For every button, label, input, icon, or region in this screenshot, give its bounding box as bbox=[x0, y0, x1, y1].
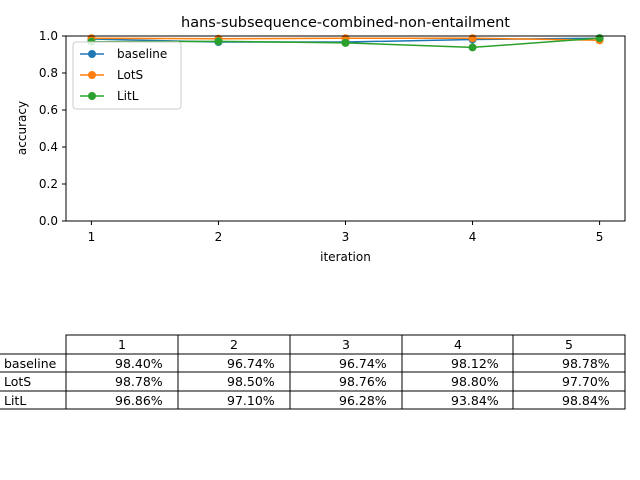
table-cell-LitL-1: 96.86% bbox=[115, 393, 163, 408]
table-row-label-LitL: LitL bbox=[4, 393, 26, 408]
table-cell-baseline-1: 98.40% bbox=[115, 356, 163, 371]
legend-label-baseline: baseline bbox=[117, 47, 167, 61]
plot-area: 1 2 3 4 5 0.0 0.2 0.4 0.6 0.8 1.0 bbox=[39, 29, 626, 244]
x-tick-label-5: 5 bbox=[596, 230, 604, 244]
y-tick-label-1: 0.2 bbox=[39, 177, 58, 191]
table-row-label-baseline: baseline bbox=[4, 356, 57, 371]
table-cell-LotS-5: 97.70% bbox=[562, 374, 610, 389]
legend-marker-LitL bbox=[88, 92, 96, 100]
table-cell-LitL-4: 93.84% bbox=[451, 393, 499, 408]
table-row-label-LotS: LotS bbox=[4, 374, 31, 389]
point-LitL-3 bbox=[341, 38, 350, 47]
chart-title: hans-subsequence-combined-non-entailment bbox=[181, 15, 510, 31]
y-tick-label-3: 0.6 bbox=[39, 103, 58, 117]
table-cell-baseline-2: 96.74% bbox=[227, 356, 275, 371]
x-tick-label-4: 4 bbox=[469, 230, 477, 244]
point-LitL-4 bbox=[468, 43, 477, 52]
x-tick-label-1: 1 bbox=[88, 230, 96, 244]
table-cell-LotS-4: 98.80% bbox=[451, 374, 499, 389]
point-LitL-2 bbox=[214, 37, 223, 46]
x-tick-label-3: 3 bbox=[342, 230, 350, 244]
table-cell-LitL-3: 96.28% bbox=[339, 393, 387, 408]
table-col-label-2: 2 bbox=[230, 337, 238, 352]
point-LitL-5 bbox=[595, 34, 604, 43]
table-col-label-1: 1 bbox=[118, 337, 126, 352]
legend-box bbox=[72, 41, 182, 110]
legend-marker-baseline bbox=[88, 50, 96, 58]
table-col-label-5: 5 bbox=[565, 337, 573, 352]
table-col-label-3: 3 bbox=[342, 337, 350, 352]
y-tick-label-2: 0.4 bbox=[39, 140, 58, 154]
table-cell-baseline-3: 96.74% bbox=[339, 356, 387, 371]
y-tick-label-0: 0.0 bbox=[39, 214, 58, 228]
y-axis-label: accuracy bbox=[15, 101, 29, 155]
table-cell-box-LitL-5 bbox=[512, 390, 626, 410]
table-cell-baseline-5: 98.78% bbox=[562, 356, 610, 371]
legend-marker-LotS bbox=[88, 71, 96, 79]
y-tick-label-4: 0.8 bbox=[39, 66, 58, 80]
table-col-label-4: 4 bbox=[454, 337, 462, 352]
table-cell-baseline-4: 98.12% bbox=[451, 356, 499, 371]
legend-label-LotS: LotS bbox=[117, 68, 143, 82]
legend-label-LitL: LitL bbox=[117, 89, 139, 103]
table-cell-LotS-3: 98.76% bbox=[339, 374, 387, 389]
legend: baseline LotS LitL bbox=[72, 41, 182, 110]
data-table: 1 2 3 4 5 baseline 98.40% 96.74% 96.74% 98.12% 98.… bbox=[0, 334, 626, 410]
table-cell-LotS-1: 98.78% bbox=[115, 374, 163, 389]
table-cell-LitL-2: 97.10% bbox=[227, 393, 275, 408]
point-LotS-4 bbox=[468, 34, 477, 43]
table-cell-LitL-5: 98.84% bbox=[562, 393, 610, 408]
y-tick-label-5: 1.0 bbox=[39, 29, 58, 43]
x-axis-label: iteration bbox=[320, 250, 371, 264]
x-tick-label-2: 2 bbox=[215, 230, 223, 244]
table-cell-LotS-2: 98.50% bbox=[227, 374, 275, 389]
